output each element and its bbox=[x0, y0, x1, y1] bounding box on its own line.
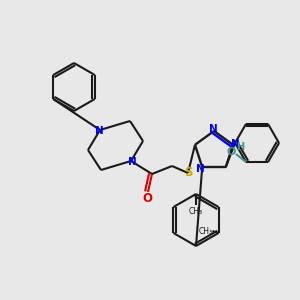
Text: CH₃: CH₃ bbox=[199, 226, 213, 236]
Text: O: O bbox=[226, 147, 236, 157]
Text: O: O bbox=[142, 193, 152, 206]
Text: N: N bbox=[208, 124, 217, 134]
Text: N: N bbox=[128, 157, 136, 167]
Text: N: N bbox=[196, 164, 205, 174]
Text: N: N bbox=[94, 126, 103, 136]
Text: CH₃: CH₃ bbox=[189, 208, 203, 217]
Text: S: S bbox=[184, 167, 192, 179]
Text: N: N bbox=[231, 139, 239, 149]
Text: H: H bbox=[236, 142, 244, 152]
